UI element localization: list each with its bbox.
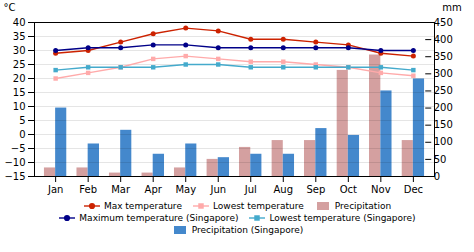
svg-text:200: 200 (434, 102, 453, 113)
svg-text:20: 20 (13, 73, 26, 84)
html-text:Maximum temperature (Singapore: Maximum temperature (Singapore) (79, 213, 239, 223)
html-text:Lowest temperature (Singapore): Lowest temperature (Singapore) (269, 213, 416, 223)
svg-text:Sep: Sep (306, 184, 325, 195)
svg-text:30: 30 (13, 45, 26, 56)
svg-text:0: 0 (433, 170, 441, 182)
svg-text:350: 350 (434, 51, 453, 62)
html-text:Lowest temperature: Lowest temperature (212, 201, 304, 211)
svg-text:35: 35 (13, 31, 26, 42)
svg-text:100: 100 (434, 136, 453, 147)
svg-text:Aug: Aug (274, 184, 294, 195)
svg-text:°C: °C (4, 2, 16, 13)
svg-text:Nov: Nov (371, 184, 391, 195)
html-text:Precipitation (Singapore): Precipitation (Singapore) (191, 225, 304, 235)
svg-text:Apr: Apr (145, 184, 163, 195)
svg-text:Feb: Feb (79, 184, 97, 195)
svg-text:mm: mm (442, 2, 461, 13)
svg-text:−15: −15 (4, 171, 25, 182)
svg-text:Jun: Jun (209, 184, 226, 195)
svg-text:400: 400 (434, 34, 453, 45)
svg-text:Mar: Mar (111, 184, 131, 195)
svg-text:150: 150 (434, 119, 453, 130)
svg-text:50: 50 (434, 154, 447, 165)
svg-text:Dec: Dec (404, 184, 423, 195)
html-text:Precipitation: Precipitation (334, 201, 392, 211)
svg-text:Jul: Jul (244, 184, 257, 195)
svg-text:5: 5 (19, 115, 25, 126)
svg-text:40: 40 (13, 17, 26, 28)
svg-text:250: 250 (434, 85, 453, 96)
svg-text:300: 300 (434, 68, 453, 79)
svg-text:25: 25 (13, 59, 26, 70)
html-text:Max temperature: Max temperature (103, 201, 182, 211)
svg-text:0: 0 (19, 129, 25, 140)
svg-text:−10: −10 (4, 157, 25, 168)
svg-text:15: 15 (13, 87, 26, 98)
svg-text:Oct: Oct (340, 184, 357, 195)
svg-text:10: 10 (13, 101, 26, 112)
svg-text:450: 450 (434, 17, 453, 28)
svg-text:−5: −5 (11, 143, 26, 154)
svg-text:May: May (175, 184, 196, 195)
svg-text:Jan: Jan (47, 184, 63, 195)
